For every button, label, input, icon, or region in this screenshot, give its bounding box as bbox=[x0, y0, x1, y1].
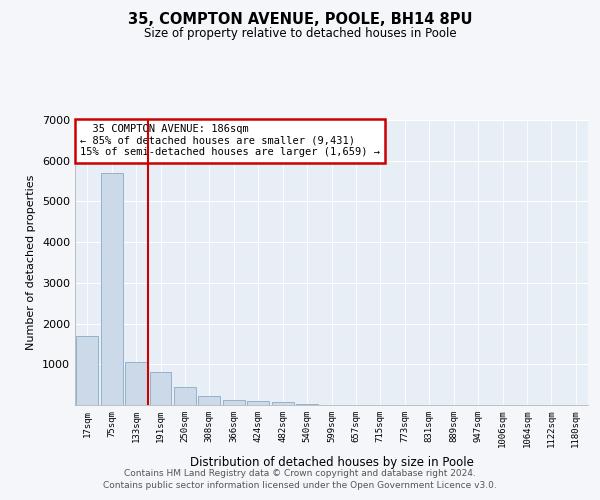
Text: Contains public sector information licensed under the Open Government Licence v3: Contains public sector information licen… bbox=[103, 481, 497, 490]
Bar bbox=[247, 400, 269, 405]
Bar bbox=[101, 173, 122, 405]
Bar bbox=[272, 402, 293, 405]
Text: 35, COMPTON AVENUE, POOLE, BH14 8PU: 35, COMPTON AVENUE, POOLE, BH14 8PU bbox=[128, 12, 472, 28]
Bar bbox=[149, 372, 172, 405]
Bar bbox=[174, 386, 196, 405]
Bar bbox=[76, 336, 98, 405]
Text: Contains HM Land Registry data © Crown copyright and database right 2024.: Contains HM Land Registry data © Crown c… bbox=[124, 468, 476, 477]
Y-axis label: Number of detached properties: Number of detached properties bbox=[26, 175, 37, 350]
X-axis label: Distribution of detached houses by size in Poole: Distribution of detached houses by size … bbox=[190, 456, 473, 469]
Text: 35 COMPTON AVENUE: 186sqm
← 85% of detached houses are smaller (9,431)
15% of se: 35 COMPTON AVENUE: 186sqm ← 85% of detac… bbox=[80, 124, 380, 158]
Text: Size of property relative to detached houses in Poole: Size of property relative to detached ho… bbox=[143, 28, 457, 40]
Bar bbox=[296, 404, 318, 405]
Bar bbox=[223, 400, 245, 405]
Bar bbox=[199, 396, 220, 405]
Bar bbox=[125, 362, 147, 405]
